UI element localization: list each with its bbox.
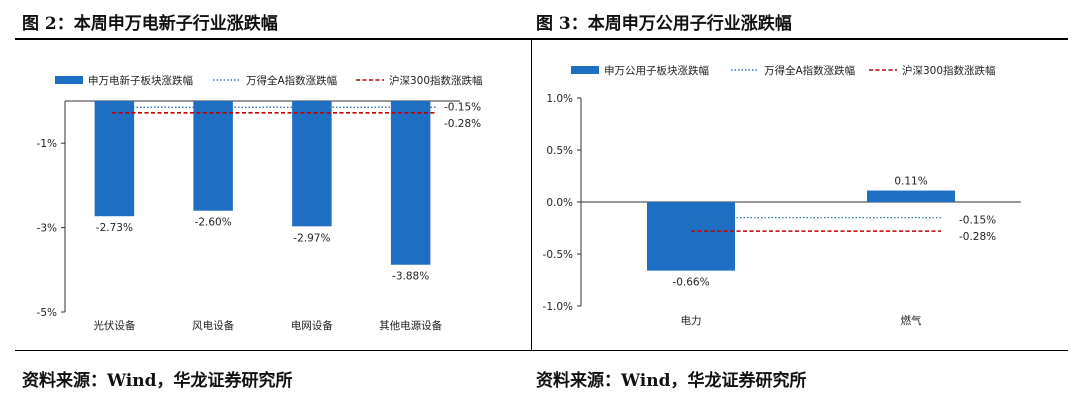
bar-value-label: -2.73% [96, 222, 133, 234]
legend-bar-label: 申万公用子板块涨跌幅 [604, 64, 709, 77]
bar [94, 101, 135, 217]
category-label: 燃气 [901, 314, 922, 327]
left-bar-chart: 申万电新子板块涨跌幅 万得全A指数涨跌幅 沪深300指数涨跌幅 -1% -3% -5% -2… [37, 74, 483, 332]
y-tick-label: 0.0% [546, 197, 573, 209]
bar-value-label: 0.11% [894, 176, 927, 188]
bar-value-label: -2.60% [195, 217, 232, 229]
category-label: 风电设备 [192, 319, 234, 332]
category-label: 电网设备 [291, 319, 333, 332]
legend-dashed-label: 沪深300指数涨跌幅 [389, 74, 483, 87]
legend-bar-swatch [571, 66, 599, 74]
bar [193, 101, 233, 211]
right-title-rule [531, 38, 1068, 40]
y-tick-label: -5% [37, 307, 57, 319]
right-figure-panel: 图 3：本周申万公用子行业涨跌幅 申万公用子板块涨跌幅 万得全A指数涨跌幅 沪深30… [531, 0, 1080, 402]
legend-bar-swatch [55, 76, 83, 84]
legend-dotted-label: 万得全A指数涨跌幅 [764, 64, 855, 77]
category-label: 其他电源设备 [379, 319, 442, 332]
legend-dashed-label: 沪深300指数涨跌幅 [902, 64, 996, 77]
left-title-rule [15, 38, 531, 40]
bar-value-label: -2.97% [293, 232, 330, 244]
legend-dotted-label: 万得全A指数涨跌幅 [246, 74, 337, 87]
reference-line-label: -0.15% [959, 215, 996, 227]
panel-divider [531, 38, 532, 350]
left-bottom-rule [15, 350, 531, 351]
y-tick-label: -1.0% [543, 301, 573, 313]
category-label: 电力 [681, 314, 702, 327]
bar [867, 190, 955, 202]
right-source-note: 资料来源：Wind，华龙证券研究所 [536, 371, 807, 391]
y-tick-label: -1% [37, 138, 57, 150]
left-source-note: 资料来源：Wind，华龙证券研究所 [22, 371, 293, 391]
bar-value-label: -3.88% [392, 271, 429, 283]
category-label: 光伏设备 [93, 319, 135, 332]
reference-line-label: -0.28% [444, 118, 481, 130]
reference-line-label: -0.15% [444, 101, 481, 113]
left-figure-title: 图 2：本周申万电新子行业涨跌幅 [22, 14, 278, 34]
reference-line-label: -0.28% [959, 231, 996, 243]
y-tick-label: -0.5% [543, 249, 573, 261]
left-figure-panel: 图 2：本周申万电新子行业涨跌幅 申万电新子板块涨跌幅 万得全A指数涨跌幅 沪深30… [0, 0, 531, 402]
right-bar-chart: 申万公用子板块涨跌幅 万得全A指数涨跌幅 沪深300指数涨跌幅 1.0% 0.5% 0.0… [543, 64, 1021, 327]
legend-bar-label: 申万电新子板块涨跌幅 [88, 74, 193, 87]
y-tick-label: 0.5% [546, 145, 573, 157]
bar [390, 101, 431, 265]
y-tick-label: 1.0% [546, 93, 573, 105]
bar [647, 202, 735, 271]
bar [292, 101, 332, 227]
bar-value-label: -0.66% [672, 277, 709, 289]
right-bottom-rule [531, 350, 1068, 351]
y-tick-label: -3% [37, 223, 57, 235]
right-figure-title: 图 3：本周申万公用子行业涨跌幅 [536, 14, 792, 34]
